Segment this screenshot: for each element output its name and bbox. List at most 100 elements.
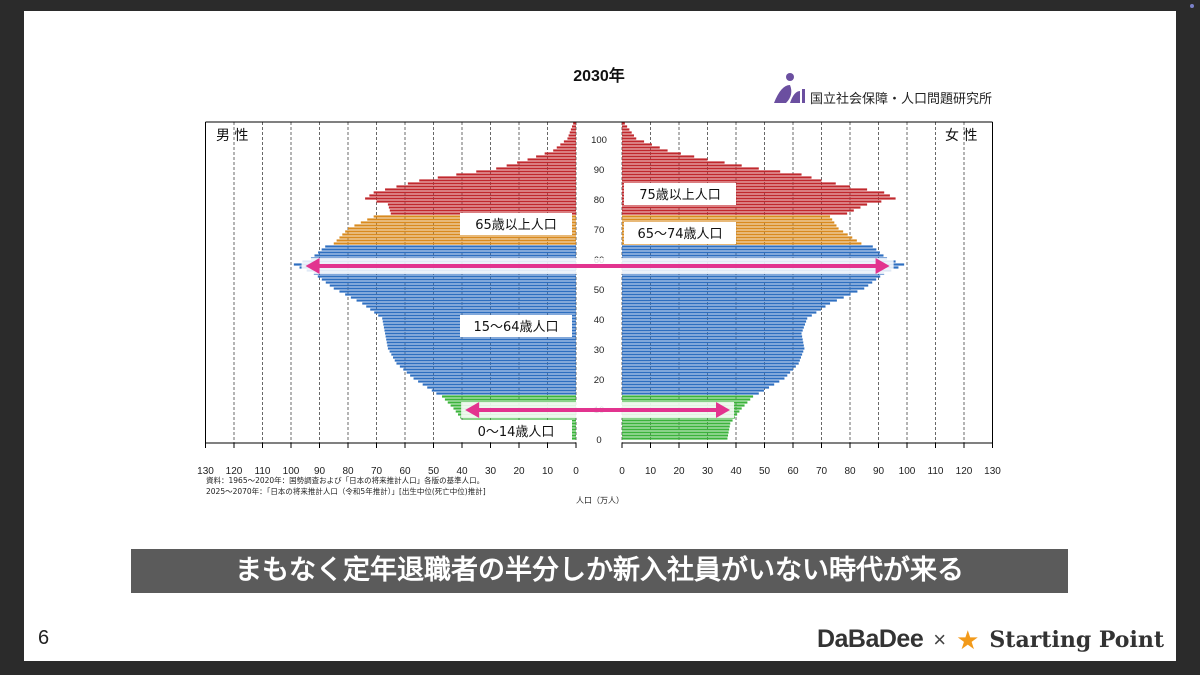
x-tick-label-male-120: 120 [226, 466, 243, 477]
bar-female-age-17 [622, 386, 770, 389]
x-tick-label-female-20: 20 [673, 466, 685, 477]
age-tick-label-100: 100 [591, 135, 607, 146]
bar-female-age-98 [622, 143, 652, 146]
bar-male-age-45 [362, 302, 576, 305]
x-axis-label: 人口（万人） [576, 496, 624, 505]
bar-female-age-99 [622, 140, 645, 143]
bar-male-age-96 [553, 149, 576, 152]
bar-male-age-83 [385, 188, 576, 191]
bar-female-age-5 [622, 422, 731, 425]
callout-label-1: 75歳以上人口 [639, 188, 721, 203]
bar-male-age-61 [314, 254, 576, 257]
bar-male-age-29 [389, 350, 576, 353]
bar-female-age-33 [622, 338, 803, 341]
bar-female-age-29 [622, 350, 804, 353]
age-tick-label-30: 30 [594, 345, 605, 356]
bar-female-age-67 [622, 236, 853, 239]
bar-male-age-53 [321, 278, 576, 281]
bar-female-age-23 [622, 368, 793, 371]
bar-male-age-28 [391, 353, 576, 356]
bar-female-age-28 [622, 353, 803, 356]
bar-female-age-94 [622, 155, 695, 158]
bar-female-age-51 [622, 284, 869, 287]
callout-box-1 [624, 183, 736, 205]
male-label: 男 性 [216, 128, 248, 144]
bar-female-age-102 [622, 131, 632, 134]
bar-female-age-83 [622, 188, 868, 191]
bar-male-age-89 [476, 170, 576, 173]
bar-female-age-76 [622, 209, 854, 212]
brand-separator: × [933, 626, 947, 652]
bar-male-age-51 [329, 284, 576, 287]
bar-female-age-30 [622, 347, 805, 350]
bar-female-age-34 [622, 335, 803, 338]
bar-female-age-31 [622, 344, 804, 347]
bar-female-age-50 [622, 287, 865, 290]
bar-female-age-88 [622, 173, 802, 176]
bar-male-age-46 [356, 299, 576, 302]
x-tick-label-male-50: 50 [428, 466, 440, 477]
callout-label-2: 65〜74歳人口 [637, 227, 722, 242]
bar-female-age-75 [622, 212, 848, 215]
x-tick-label-male-110: 110 [255, 466, 271, 477]
arrow-head-left-1 [465, 402, 480, 418]
bar-male-age-77 [388, 206, 576, 209]
bar-male-age-14 [442, 395, 576, 398]
bar-male-age-81 [369, 194, 576, 197]
bar-male-age-100 [567, 137, 576, 140]
bar-male-age-49 [339, 290, 576, 293]
bar-female-age-25 [622, 362, 799, 365]
bar-female-age-36 [622, 329, 803, 332]
callout-box-4 [460, 420, 572, 442]
x-tick-label-male-0: 0 [573, 466, 579, 477]
corner-indicator [1190, 4, 1194, 8]
bar-male-age-62 [318, 251, 576, 254]
bar-male-age-44 [366, 305, 576, 308]
bar-male-age-105 [573, 122, 576, 125]
callout-label-0: 65歳以上人口 [475, 218, 557, 233]
bar-female-age-87 [622, 176, 812, 179]
bar-female-age-3 [622, 428, 730, 431]
bar-female-age-27 [622, 356, 801, 359]
bar-male-age-31 [387, 344, 576, 347]
bar-female-age-15 [622, 392, 759, 395]
callout-label-3: 15〜64歳人口 [473, 320, 558, 335]
bar-male-age-87 [437, 176, 576, 179]
x-tick-label-male-80: 80 [342, 466, 354, 477]
x-tick-label-female-70: 70 [816, 466, 828, 477]
bar-male-age-82 [373, 191, 576, 194]
bar-female-age-62 [622, 251, 880, 254]
bar-female-age-24 [622, 365, 796, 368]
x-tick-label-male-20: 20 [513, 466, 525, 477]
bar-male-age-24 [399, 365, 576, 368]
institute-name: 国立社会保障・人口問題研究所 [810, 91, 992, 107]
bar-female-age-42 [622, 311, 817, 314]
bar-female-age-16 [622, 389, 764, 392]
callout-box-0 [460, 213, 572, 235]
bar-male-age-22 [406, 371, 576, 374]
x-tick-label-female-100: 100 [899, 466, 916, 477]
bar-female-age-0 [622, 437, 728, 440]
age-tick-label-40: 40 [594, 315, 605, 326]
bar-male-age-43 [370, 308, 576, 311]
x-tick-label-female-40: 40 [730, 466, 742, 477]
bar-male-age-25 [396, 362, 576, 365]
bar-female-age-48 [622, 293, 851, 296]
bar-female-age-26 [622, 359, 800, 362]
arrow-head-left-0 [305, 258, 320, 274]
x-tick-label-female-120: 120 [956, 466, 973, 477]
bar-female-age-39 [622, 320, 807, 323]
x-tick-label-female-130: 130 [984, 466, 1001, 477]
bar-female-age-95 [622, 152, 681, 155]
bar-female-age-93 [622, 158, 708, 161]
female-label: 女 性 [945, 127, 977, 144]
bar-male-age-54 [317, 275, 576, 278]
bar-male-age-86 [419, 179, 576, 182]
bar-female-age-44 [622, 305, 826, 308]
x-tick-label-female-0: 0 [619, 466, 625, 477]
bar-male-age-78 [387, 203, 576, 206]
bar-female-age-64 [622, 245, 873, 248]
bar-female-age-47 [622, 296, 844, 299]
bar-male-age-95 [544, 152, 576, 155]
